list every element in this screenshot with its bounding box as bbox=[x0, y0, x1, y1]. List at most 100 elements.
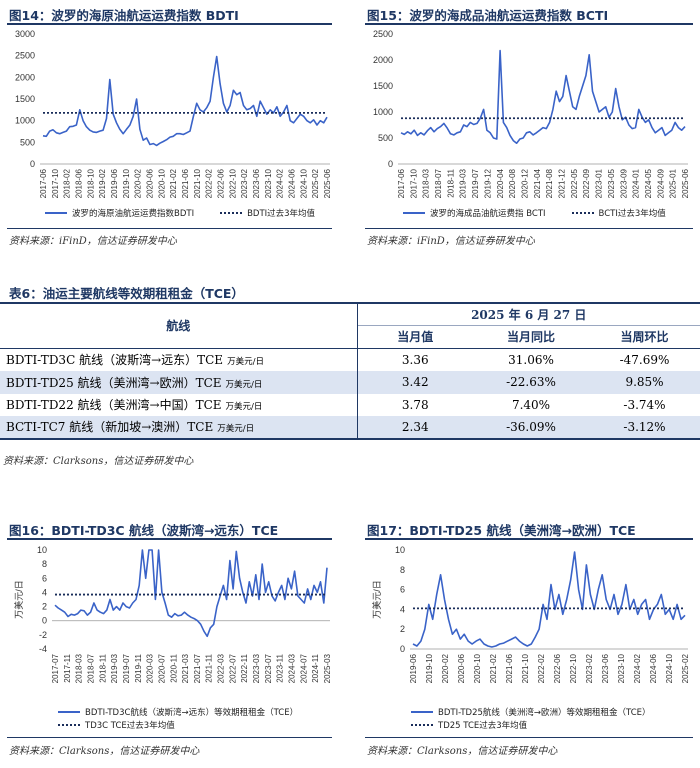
x-tick-label: 2021-11 bbox=[205, 653, 214, 682]
y-axis-title: 万美元/日 bbox=[13, 580, 24, 619]
row-yoy: -36.09% bbox=[473, 416, 589, 440]
row-route: BCTI-TC7 航线（新加坡→澳洲）TCE 万美元/日 bbox=[0, 416, 358, 440]
fig14-title: 图14：波罗的海原油航运运费指数 BDTI bbox=[9, 8, 239, 23]
fig17-legend-series-swatch bbox=[411, 710, 433, 713]
table-row: BDTI-TD25 航线（美洲湾→欧洲）TCE 万美元/日 3.42 -22.63… bbox=[0, 371, 700, 394]
fig16-title: 图16：BDTI-TD3C 航线（波斯湾→远东）TCE bbox=[9, 523, 279, 538]
x-tick-label: 2021-07 bbox=[193, 653, 202, 683]
x-tick-label: 2022-06 bbox=[553, 653, 562, 683]
x-tick-label: 2024-07 bbox=[299, 653, 308, 683]
y-tick-label: 6 bbox=[42, 573, 47, 583]
fig15-legend-series-label: 波罗的海成品油航运费指 BCTI bbox=[430, 208, 546, 219]
x-tick-label: 2021-08 bbox=[545, 168, 554, 198]
x-tick-label: 2024-06 bbox=[649, 653, 658, 683]
y-tick-label: 2000 bbox=[373, 55, 393, 65]
x-tick-label: 2021-06 bbox=[181, 168, 190, 198]
x-tick-label: 2023-10 bbox=[617, 653, 626, 683]
x-tick-label: 2024-10 bbox=[299, 168, 308, 198]
x-tick-label: 2023-10 bbox=[264, 168, 273, 198]
row-current: 3.36 bbox=[401, 352, 429, 367]
x-tick-label: 2022-02 bbox=[537, 653, 546, 683]
y-tick-label: -2 bbox=[39, 630, 47, 640]
fig15-legend-avg-swatch bbox=[571, 211, 594, 214]
x-tick-label: 2018-03 bbox=[75, 653, 84, 683]
x-tick-label: 2025-03 bbox=[323, 653, 332, 683]
series-line bbox=[42, 55, 328, 147]
table-header-date: 2025 年 6 月 27 日 bbox=[357, 303, 700, 326]
x-tick-label: 2024-09 bbox=[656, 168, 665, 198]
x-tick-label: 2023-03 bbox=[252, 653, 261, 683]
y-tick-label: 6 bbox=[400, 585, 405, 595]
x-tick-label: 2024-10 bbox=[665, 653, 674, 683]
table6-source: 资料来源：Clarksons，信达证券研发中心 bbox=[3, 456, 194, 467]
fig17-top-rule bbox=[365, 538, 693, 540]
table-header-route: 航线 bbox=[0, 303, 358, 348]
y-tick-label: 4 bbox=[42, 587, 47, 597]
x-tick-label: 2019-03 bbox=[110, 653, 119, 683]
x-tick-label: 2022-09 bbox=[582, 168, 591, 198]
row-yoy: 7.40% bbox=[511, 397, 551, 412]
x-tick-label: 2025-06 bbox=[323, 168, 332, 198]
y-tick-label: 2 bbox=[42, 602, 47, 612]
fig14-source: 资料来源：iFinD，信达证券研发中心 bbox=[9, 236, 177, 247]
y-tick-label: 1500 bbox=[15, 94, 35, 104]
fig17-legend-avg-label: TD25 TCE过去3年均值 bbox=[438, 720, 528, 731]
row-route: BDTI-TD25 航线（美洲湾→欧洲）TCE 万美元/日 bbox=[0, 371, 358, 394]
x-tick-label: 2017-06 bbox=[39, 168, 48, 198]
x-tick-label: 2025-02 bbox=[311, 168, 320, 198]
x-tick-label: 2019-10 bbox=[425, 653, 434, 683]
y-tick-label: 1000 bbox=[373, 107, 393, 117]
fig15-source: 资料来源：iFinD，信达证券研发中心 bbox=[367, 236, 535, 247]
fig16-bottom-rule bbox=[7, 737, 332, 738]
x-tick-label: 2022-07 bbox=[228, 653, 237, 683]
fig15-title: 图15：波罗的海成品油航运运费指数 BCTI bbox=[367, 8, 609, 23]
x-tick-label: 2023-09 bbox=[619, 168, 628, 198]
x-tick-label: 2024-03 bbox=[288, 653, 297, 683]
x-tick-label: 2023-06 bbox=[252, 168, 261, 198]
x-tick-label: 2022-10 bbox=[228, 168, 237, 198]
x-tick-label: 2019-12 bbox=[483, 168, 492, 198]
fig15-top-rule bbox=[365, 23, 693, 25]
x-tick-label: 2022-05 bbox=[570, 168, 579, 198]
x-tick-label: 2018-07 bbox=[434, 168, 443, 198]
fig16-legend-series-label: BDTI-TD3C航线（波斯湾→远东）等效期租租金（TCE） bbox=[85, 707, 299, 718]
fig14-top-rule bbox=[7, 23, 332, 25]
x-tick-label: 2018-11 bbox=[98, 653, 107, 682]
x-tick-label: 2024-06 bbox=[288, 168, 297, 198]
x-tick-label: 2024-01 bbox=[632, 168, 641, 198]
x-tick-label: 2023-02 bbox=[585, 653, 594, 683]
fig15-chart: 0 500 1000 1500 2000 2500 2017-06 2017-10 2018-0… bbox=[373, 29, 690, 198]
x-tick-label: 2020-06 bbox=[457, 653, 466, 683]
fig14-bottom-rule bbox=[7, 228, 332, 229]
x-tick-label: 2023-11 bbox=[276, 653, 285, 682]
x-tick-label: 2019-07 bbox=[122, 653, 131, 683]
y-tick-label: 0 bbox=[30, 159, 35, 169]
x-tick-label: 2021-03 bbox=[181, 653, 190, 683]
fig14-legend-avg-label: BDTI过去3年均值 bbox=[247, 208, 316, 219]
x-tick-label: 2020-04 bbox=[496, 168, 505, 198]
fig17-legend-series-label: BDTI-TD25航线（美洲湾→欧洲）等效期租租金（TCE） bbox=[438, 707, 651, 718]
x-tick-label: 2025-01 bbox=[669, 168, 678, 198]
x-tick-label: 2023-05 bbox=[607, 168, 616, 198]
x-tick-label: 2018-10 bbox=[86, 168, 95, 198]
y-tick-label: 2500 bbox=[15, 51, 35, 61]
row-current: 2.34 bbox=[357, 416, 473, 440]
table-header-yoy: 当月同比 bbox=[473, 325, 589, 349]
y-tick-label: 2500 bbox=[373, 29, 393, 39]
fig16-legend: BDTI-TD3C航线（波斯湾→远东）等效期租租金（TCE） TD3C TCE过… bbox=[58, 705, 298, 731]
x-tick-label: 2017-07 bbox=[51, 653, 60, 683]
fig16-source: 资料来源：Clarksons，信达证券研发中心 bbox=[9, 746, 200, 757]
x-tick-label: 2017-11 bbox=[63, 653, 72, 682]
series-line bbox=[400, 49, 686, 144]
y-tick-label: 0 bbox=[388, 159, 393, 169]
x-tick-label: 2018-06 bbox=[75, 168, 84, 198]
x-tick-label: 2021-06 bbox=[505, 653, 514, 683]
row-route: BDTI-TD3C 航线（波斯湾→远东）TCE 万美元/日 bbox=[0, 348, 358, 371]
y-tick-label: 8 bbox=[42, 559, 47, 569]
x-tick-label: 2019-06 bbox=[110, 168, 119, 198]
x-tick-label: 2024-02 bbox=[633, 653, 642, 683]
x-tick-label: 2021-02 bbox=[169, 168, 178, 198]
table-row: BDTI-TD22 航线（美洲湾→中国）TCE 万美元/日 3.78 7.40% … bbox=[0, 393, 700, 416]
fig16-legend-avg-swatch bbox=[58, 723, 80, 726]
